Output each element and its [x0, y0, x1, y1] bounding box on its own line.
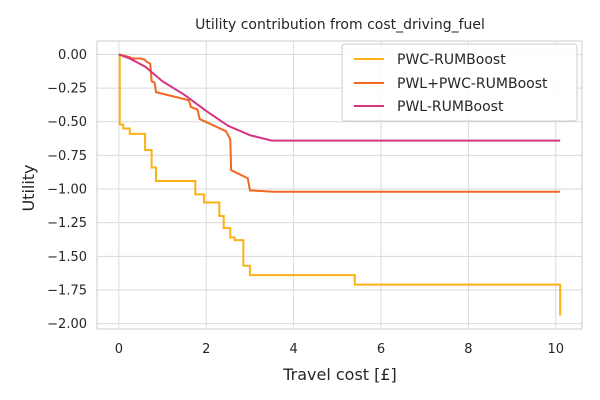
y-tick-label: −0.75 [47, 149, 87, 164]
x-tick-labels: 0 2 4 6 8 10 [115, 342, 564, 357]
x-axis-label: Travel cost [£] [282, 365, 397, 384]
y-tick-label: −1.00 [47, 183, 87, 198]
series-line-pwc-rumboost [118, 53, 562, 316]
y-tick-labels: 0.00 −0.25 −0.50 −0.75 −1.00 −1.25 −1.50 −1.75 −… [47, 48, 87, 332]
legend-label-pwl-rumboost: PWL-RUMBoost [397, 99, 504, 115]
y-tick-label: −0.50 [47, 115, 87, 130]
y-tick-label: −1.75 [47, 283, 87, 298]
legend-box [341, 43, 578, 122]
series-layer [118, 53, 562, 316]
legend-label-pwc-rumboost: PWC-RUMBoost [397, 52, 506, 68]
x-tick-label: 2 [202, 342, 210, 357]
legend-label-pwl-pwc-rumboost: PWL+PWC-RUMBoost [397, 76, 548, 92]
legend: PWC-RUMBoost PWL+PWC-RUMBoost PWL-RUMBoo… [341, 43, 578, 122]
grid [97, 41, 582, 329]
y-tick-label: −1.25 [47, 216, 87, 231]
x-tick-label: 8 [464, 342, 472, 357]
y-tick-label: −1.50 [47, 250, 87, 265]
x-tick-label: 0 [115, 342, 123, 357]
plot-frame [96, 40, 583, 330]
series-line-pwl-rumboost [118, 53, 561, 142]
x-tick-label: 4 [289, 342, 297, 357]
chart-title: Utility contribution from cost_driving_f… [195, 17, 485, 33]
y-tick-label: −2.00 [47, 317, 87, 332]
y-tick-label: 0.00 [58, 48, 87, 63]
series-line-pwl-pwc-rumboost [118, 53, 561, 193]
x-tick-label: 6 [377, 342, 385, 357]
x-tick-label: 10 [548, 342, 565, 357]
y-axis-label: Utility [19, 164, 38, 211]
y-tick-label: −0.25 [47, 82, 87, 97]
